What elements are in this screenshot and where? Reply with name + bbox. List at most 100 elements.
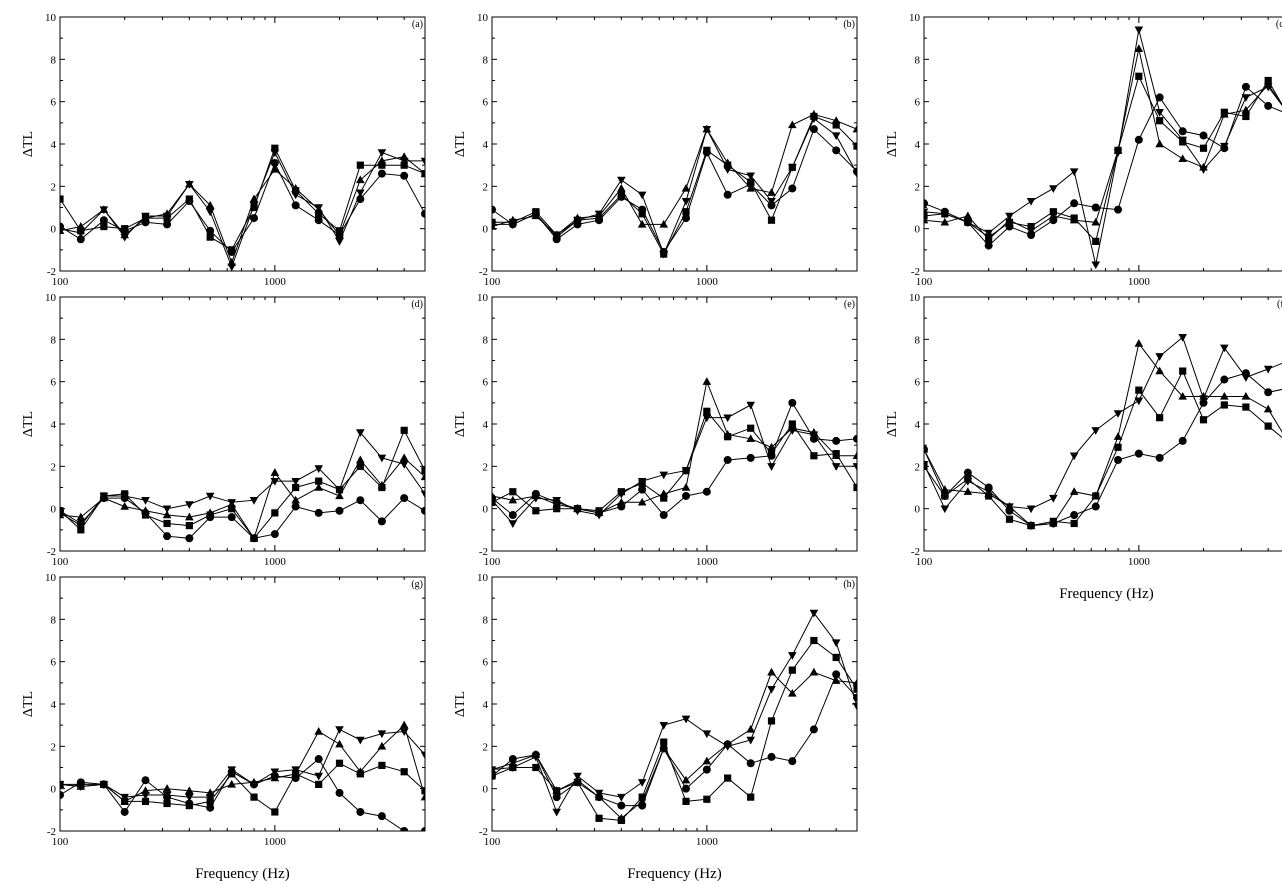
data-point-triangle-up <box>617 183 626 192</box>
data-point-triangle-down <box>1263 365 1273 374</box>
data-point-circle <box>270 530 279 539</box>
data-point-triangle-up <box>356 175 365 184</box>
y-tick-label: 0 <box>51 784 57 796</box>
data-point-triangle-up <box>681 483 691 491</box>
data-point-triangle-down <box>508 764 518 772</box>
data-point-triangle-up <box>1134 339 1144 347</box>
y-tick-label: 0 <box>483 784 489 796</box>
data-point-triangle-up <box>659 219 669 228</box>
panel-3: -2 0 2 4 6 8 10 100 1000 ΔTL (d) <box>21 292 426 568</box>
data-point-square <box>206 233 214 241</box>
data-point-square <box>747 424 755 432</box>
data-point-triangle-down <box>1049 185 1058 193</box>
data-point-square <box>141 797 150 805</box>
data-point-triangle-down <box>120 233 129 242</box>
data-point-square <box>1199 144 1208 152</box>
data-point-square <box>356 161 364 169</box>
y-axis-label: ΔTL <box>453 131 468 157</box>
data-point-triangle-up <box>1220 109 1229 118</box>
panel-7: -2 0 2 4 6 8 10 100 1000 ΔTL (h) Frequency (Hz) <box>453 572 858 882</box>
x-tick-label: 1000 <box>696 836 719 848</box>
data-point-triangle-up <box>963 211 973 220</box>
y-tick-label: -2 <box>47 826 56 838</box>
series-line-circle <box>492 401 857 516</box>
data-point-triangle-down <box>314 465 323 473</box>
data-point-square <box>292 483 300 492</box>
data-point-triangle-down <box>227 499 237 507</box>
data-point-square <box>767 717 776 725</box>
data-point-triangle-up <box>746 434 755 443</box>
data-point-square <box>595 814 603 822</box>
data-point-square <box>185 522 193 530</box>
data-point-circle <box>76 235 85 244</box>
data-point-triangle-up <box>940 217 950 226</box>
data-point-triangle-down <box>659 471 669 480</box>
y-tick-label: 8 <box>483 54 489 66</box>
data-point-triangle-down <box>335 238 344 246</box>
y-tick-label: 10 <box>477 12 489 24</box>
data-point-circle <box>206 803 215 812</box>
data-point-square <box>163 519 171 528</box>
data-point-square <box>1156 414 1164 422</box>
data-point-triangle-up <box>1069 487 1079 495</box>
data-point-triangle-down <box>399 728 409 737</box>
data-point-circle <box>185 197 194 206</box>
y-axis-label: ΔTL <box>453 691 468 717</box>
data-point-triangle-down <box>1069 452 1079 461</box>
data-point-square <box>271 509 279 517</box>
x-axis-label: Frequency (Hz) <box>627 866 722 882</box>
data-point-square <box>810 452 818 460</box>
data-point-circle <box>638 485 647 494</box>
series-line-triangle-down <box>492 612 857 814</box>
data-point-triangle-up <box>659 743 669 752</box>
data-point-square <box>1114 443 1122 451</box>
data-point-triangle-down <box>420 490 425 499</box>
y-axis-label: ΔTL <box>885 131 900 157</box>
y-tick-label: -2 <box>47 266 56 278</box>
data-point-triangle-down <box>831 132 841 141</box>
data-point-triangle-down <box>270 477 280 486</box>
data-point-triangle-down <box>573 217 582 225</box>
data-point-triangle-down <box>594 511 604 520</box>
data-point-triangle-up <box>356 767 365 775</box>
data-point-circle <box>270 159 279 168</box>
series-line-square <box>924 369 1282 527</box>
data-point-square <box>60 195 64 203</box>
data-point-circle <box>682 214 691 223</box>
data-point-triangle-down <box>249 497 259 505</box>
y-tick-label: 0 <box>915 504 921 516</box>
series-line-square <box>60 429 425 540</box>
data-point-circle <box>702 148 711 157</box>
panel-4: -2 0 2 4 6 8 10 100 1000 ΔTL (e) <box>453 292 858 568</box>
data-point-circle <box>206 226 215 235</box>
data-point-circle <box>377 517 386 526</box>
y-tick-label: 0 <box>915 224 921 236</box>
data-point-triangle-down <box>185 793 194 802</box>
y-tick-label: 4 <box>483 699 489 711</box>
y-tick-label: 10 <box>477 292 489 304</box>
data-point-triangle-up <box>984 234 993 243</box>
y-tick-label: 6 <box>915 97 921 109</box>
series-line-triangle-down <box>492 404 857 525</box>
data-point-circle <box>1264 101 1273 110</box>
data-point-circle <box>250 214 259 223</box>
data-point-circle <box>809 125 818 134</box>
data-point-triangle-down <box>1091 427 1101 435</box>
data-point-circle <box>421 827 425 831</box>
data-point-circle <box>421 506 425 515</box>
y-tick-label: 4 <box>483 419 489 431</box>
data-point-square <box>335 759 344 767</box>
panel-label: (d) <box>411 299 423 310</box>
data-point-circle <box>377 812 386 821</box>
data-point-triangle-up <box>852 124 857 133</box>
data-point-triangle-up <box>377 156 387 165</box>
data-point-triangle-down <box>120 492 129 501</box>
y-tick-label: 10 <box>45 12 57 24</box>
data-point-square <box>250 793 258 801</box>
y-tick-label: 4 <box>51 419 57 431</box>
series-line-triangle-up <box>60 457 425 540</box>
y-tick-label: 2 <box>483 461 489 473</box>
data-point-circle <box>682 491 691 500</box>
data-point-triangle-up <box>356 455 365 464</box>
data-point-circle <box>924 199 928 208</box>
